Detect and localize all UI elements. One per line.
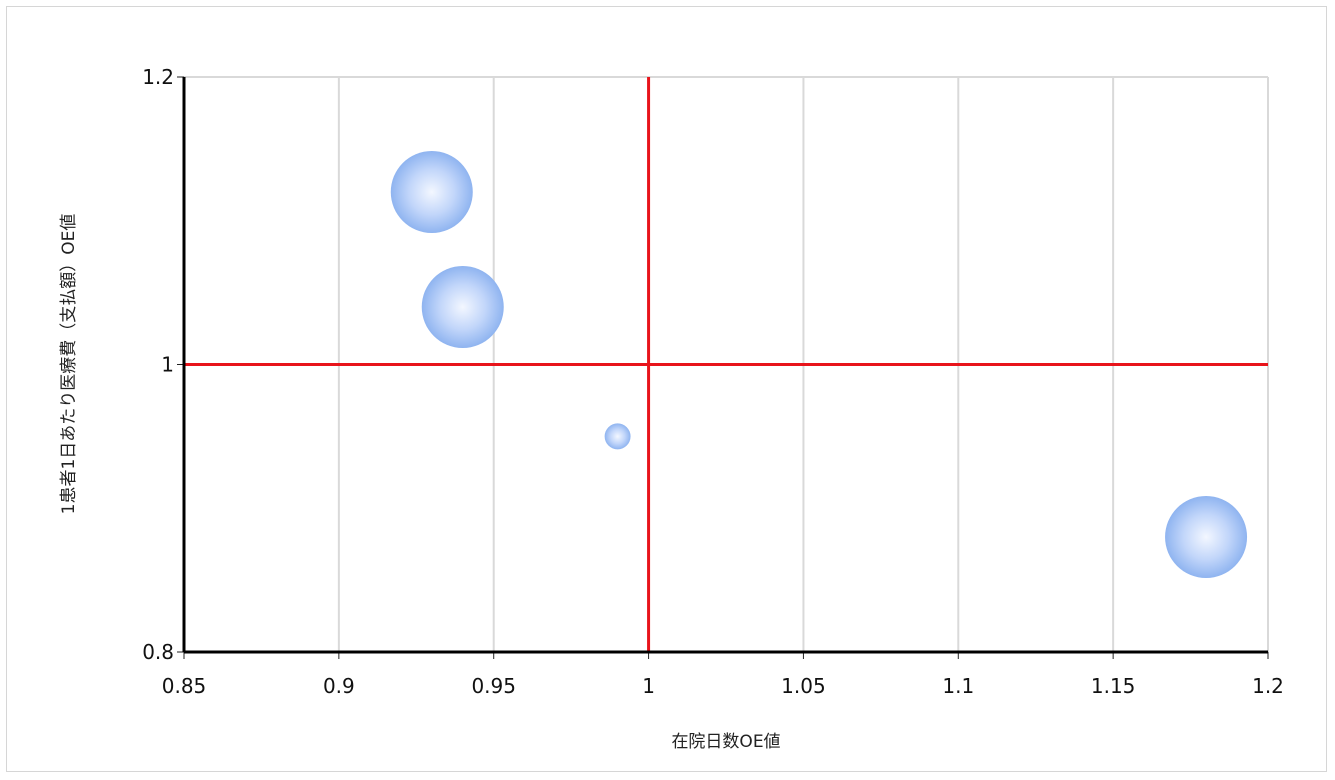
tick-labels: 0.85 0.9 0.95 1 1.05 1.1 1.15 1.2 0.8 1 1.2 [142, 65, 1284, 698]
bubble-point [1165, 496, 1248, 578]
x-tick-label: 0.85 [162, 674, 207, 698]
reference-lines [184, 77, 1268, 652]
axes [177, 76, 1269, 659]
bubble-point [604, 423, 631, 450]
y-tick-label: 1 [161, 353, 174, 377]
x-axis-title: 在院日数OE値 [671, 732, 780, 752]
x-tick-label: 1.05 [781, 674, 826, 698]
x-tick-label: 0.9 [323, 674, 355, 698]
x-tick-label: 0.95 [471, 674, 516, 698]
bubbles [390, 151, 1248, 578]
x-tick-label: 1.1 [942, 674, 974, 698]
x-tick-label: 1 [642, 674, 655, 698]
x-tick-label: 1.2 [1252, 674, 1284, 698]
x-tick-label: 1.15 [1091, 674, 1136, 698]
bubble-point [390, 151, 473, 233]
bubble-point [421, 266, 504, 348]
chart-frame [6, 6, 1327, 772]
y-tick-label: 1.2 [142, 65, 174, 89]
y-tick-label: 0.8 [142, 640, 174, 664]
y-axis-title: 1患者1日あたり医療費（支払額）OE値 [59, 214, 79, 515]
